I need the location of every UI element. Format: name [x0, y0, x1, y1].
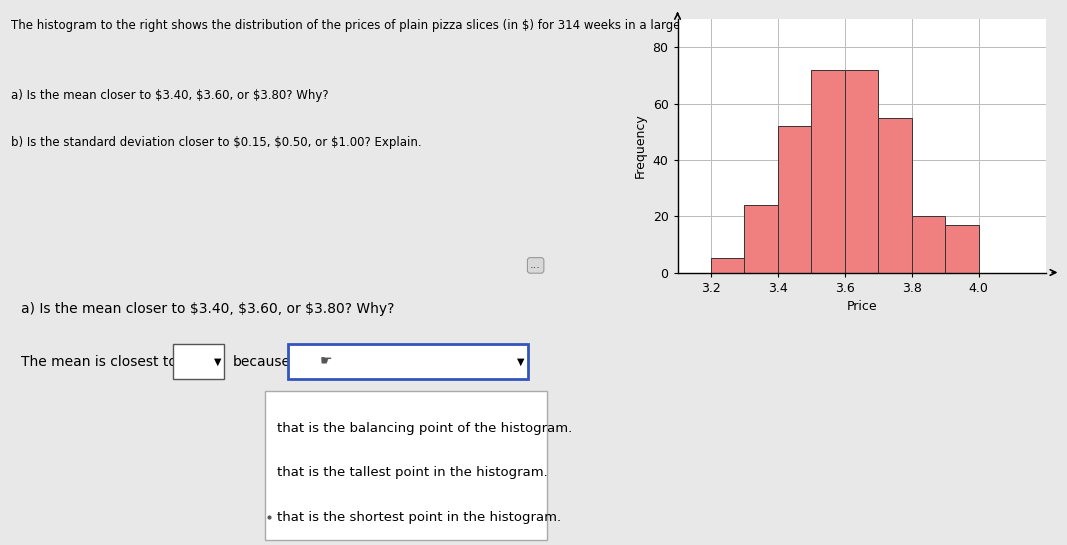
Text: ▼: ▼ [517, 356, 525, 367]
Bar [173, 344, 224, 379]
Text: b) Is the standard deviation closer to $0.15, $0.50, or $1.00? Explain.: b) Is the standard deviation closer to $… [11, 136, 421, 149]
Text: a) Is the mean closer to $3.40, $3.60, or $3.80? Why?: a) Is the mean closer to $3.40, $3.60, o… [11, 89, 329, 102]
Text: The mean is closest to: The mean is closest to [21, 355, 177, 368]
Text: ☛: ☛ [320, 355, 333, 368]
Bar [711, 258, 745, 272]
Text: that is the balancing point of the histogram.: that is the balancing point of the histo… [277, 422, 573, 435]
Text: ▼: ▼ [214, 356, 222, 367]
Text: that is the tallest point in the histogram.: that is the tallest point in the histogr… [277, 467, 548, 480]
Text: ...: ... [530, 261, 541, 270]
Text: The histogram to the right shows the distribution of the prices of plain pizza s: The histogram to the right shows the dis… [11, 19, 707, 32]
Bar [811, 70, 845, 272]
Bar [878, 118, 912, 272]
Text: a) Is the mean closer to $3.40, $3.60, or $3.80? Why?: a) Is the mean closer to $3.40, $3.60, o… [21, 302, 395, 316]
Y-axis label: Frequency: Frequency [634, 113, 647, 178]
Bar [778, 126, 811, 272]
Text: that is the shortest point in the histogram.: that is the shortest point in the histog… [277, 511, 561, 524]
Bar [745, 205, 778, 272]
Text: because: because [233, 355, 290, 368]
Bar [945, 225, 978, 272]
Bar [912, 216, 945, 272]
X-axis label: Price: Price [846, 300, 877, 313]
Bar [845, 70, 878, 272]
